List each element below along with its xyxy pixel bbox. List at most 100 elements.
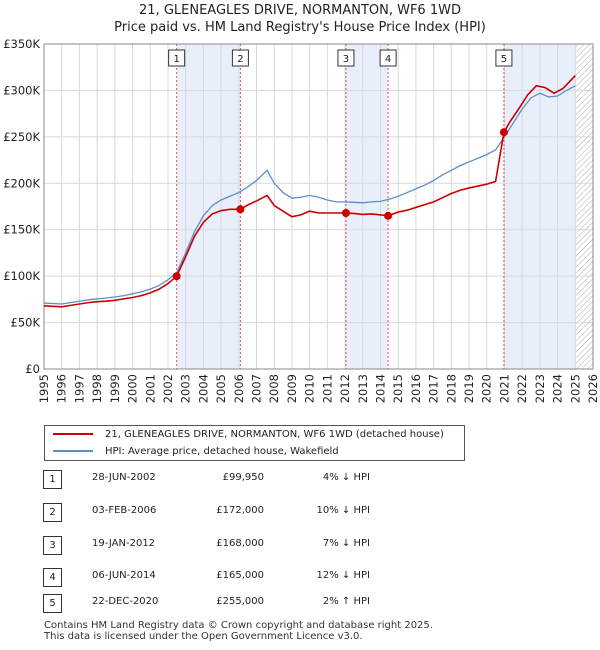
row-date: 28-JUN-2002: [92, 472, 156, 483]
x-tick-label: 2019: [462, 374, 476, 403]
y-tick-label: £250K: [3, 130, 40, 144]
price-chart: £0 £50K £100K £150K £200K £250K £300K £350K 1995…: [3, 37, 600, 403]
x-tick-label: 2020: [480, 374, 494, 403]
legend: 21, GLENEAGLES DRIVE, NORMANTON, WF6 1WD…: [44, 425, 465, 461]
row-price: £255,000: [216, 596, 264, 607]
ownership-shade-1: [176, 44, 241, 369]
row-number: 4: [43, 568, 62, 587]
x-tick-label: 1997: [72, 374, 86, 403]
transaction-flag-label-1: 1: [173, 54, 179, 65]
legend-swatch-property: [53, 433, 93, 435]
row-number: 3: [43, 536, 62, 555]
x-tick-label: 2025: [568, 374, 582, 403]
y-tick-label: £100K: [3, 269, 40, 283]
x-tick-label: 2002: [161, 374, 175, 403]
row-number: 1: [43, 470, 62, 489]
ownership-shade-2: [345, 44, 389, 369]
x-tick-label: 2009: [285, 374, 299, 403]
x-tick-label: 1996: [55, 374, 69, 403]
chart-title: 21, GLENEAGLES DRIVE, NORMANTON, WF6 1WD…: [0, 2, 600, 36]
row-date: 19-JAN-2012: [92, 538, 156, 549]
x-tick-label: 2012: [338, 374, 352, 403]
table-row: 1 28-JUN-2002 £99,950 4% ↓ HPI: [0, 470, 600, 490]
transaction-flag-label-3: 3: [343, 54, 349, 65]
legend-item-hpi: HPI: Average price, detached house, Wake…: [53, 444, 339, 460]
transaction-marker-3: [341, 209, 350, 217]
table-row: 2 03-FEB-2006 £172,000 10% ↓ HPI: [0, 503, 600, 523]
x-tick-label: 2018: [444, 374, 458, 403]
series-hpi-line: [43, 85, 576, 305]
x-tick-label: 2011: [320, 374, 334, 403]
table-row: 3 19-JAN-2012 £168,000 7% ↓ HPI: [0, 536, 600, 556]
row-price: £165,000: [216, 570, 264, 581]
x-tick-label: 2015: [391, 374, 405, 403]
x-tick-label: 2022: [515, 374, 529, 403]
row-price: £172,000: [216, 505, 264, 516]
row-hpi-diff: 2% ↑ HPI: [322, 596, 370, 607]
x-tick-label: 2001: [143, 374, 157, 403]
x-tick-label: 2006: [232, 374, 246, 403]
row-date: 06-JUN-2014: [92, 570, 156, 581]
y-tick-label: £350K: [3, 37, 40, 51]
legend-label-property: 21, GLENEAGLES DRIVE, NORMANTON, WF6 1WD…: [105, 429, 444, 440]
row-number: 5: [43, 594, 62, 613]
x-tick-label: 2004: [196, 374, 210, 403]
y-tick-label: £300K: [3, 83, 40, 97]
row-hpi-diff: 7% ↓ HPI: [322, 538, 370, 549]
y-tick-label: £0: [25, 362, 40, 376]
transaction-flag-label-2: 2: [237, 54, 243, 65]
legend-item-property: 21, GLENEAGLES DRIVE, NORMANTON, WF6 1WD…: [53, 427, 444, 443]
row-number: 2: [43, 503, 62, 522]
title-line-2: Price paid vs. HM Land Registry's House …: [114, 20, 486, 35]
transaction-flag-label-5: 5: [501, 54, 507, 65]
table-row: 5 22-DEC-2020 £255,000 2% ↑ HPI: [0, 594, 600, 614]
x-tick-label: 2008: [267, 374, 281, 403]
y-tick-label: £50K: [11, 316, 41, 330]
x-tick-label: 2005: [214, 374, 228, 403]
x-tick-label: 2014: [373, 374, 387, 403]
row-date: 03-FEB-2006: [92, 505, 157, 516]
y-tick-label: £150K: [3, 223, 40, 237]
table-row: 4 06-JUN-2014 £165,000 12% ↓ HPI: [0, 568, 600, 588]
x-tick-label: 2010: [303, 374, 317, 403]
row-price: £99,950: [222, 472, 264, 483]
transaction-flag-box-3: [337, 49, 355, 67]
x-tick-label: 1999: [108, 374, 122, 403]
transaction-flag-box-5: [495, 49, 513, 67]
x-tick-label: 1995: [37, 374, 51, 403]
future-hatch: [575, 44, 593, 369]
x-tick-label: 2026: [586, 374, 600, 403]
row-price: £168,000: [216, 538, 264, 549]
footer-line-1: Contains HM Land Registry data © Crown c…: [44, 620, 433, 631]
x-tick-label: 2003: [179, 374, 193, 403]
footer: Contains HM Land Registry data © Crown c…: [44, 620, 433, 642]
transaction-marker-2: [236, 205, 245, 214]
legend-swatch-hpi: [53, 450, 93, 452]
plot-frame: [43, 43, 594, 370]
row-hpi-diff: 10% ↓ HPI: [316, 505, 370, 516]
x-tick-label: 2007: [250, 374, 264, 403]
x-tick-label: 2023: [533, 374, 547, 403]
row-date: 22-DEC-2020: [92, 596, 159, 607]
x-tick-label: 2024: [551, 374, 565, 403]
transaction-flag-box-4: [379, 49, 397, 67]
row-hpi-diff: 12% ↓ HPI: [316, 570, 370, 581]
transaction-marker-5: [499, 128, 508, 137]
transaction-marker-4: [384, 211, 393, 220]
footer-line-2: This data is licensed under the Open Gov…: [44, 631, 363, 642]
series-property-line: [43, 75, 576, 308]
transaction-marker-1: [172, 272, 181, 281]
x-tick-label: 2000: [126, 374, 140, 403]
x-tick-label: 2013: [356, 374, 370, 403]
transaction-flag-label-4: 4: [385, 54, 391, 65]
transaction-flag-box-2: [231, 49, 249, 67]
legend-label-hpi: HPI: Average price, detached house, Wake…: [105, 446, 339, 457]
x-tick-label: 1998: [90, 374, 104, 403]
row-hpi-diff: 4% ↓ HPI: [322, 472, 370, 483]
title-line-1: 21, GLENEAGLES DRIVE, NORMANTON, WF6 1WD: [139, 3, 461, 18]
plot-area: [44, 44, 593, 369]
transaction-flag-box-1: [168, 49, 186, 67]
y-tick-label: £200K: [3, 176, 40, 190]
x-tick-label: 2016: [409, 374, 423, 403]
